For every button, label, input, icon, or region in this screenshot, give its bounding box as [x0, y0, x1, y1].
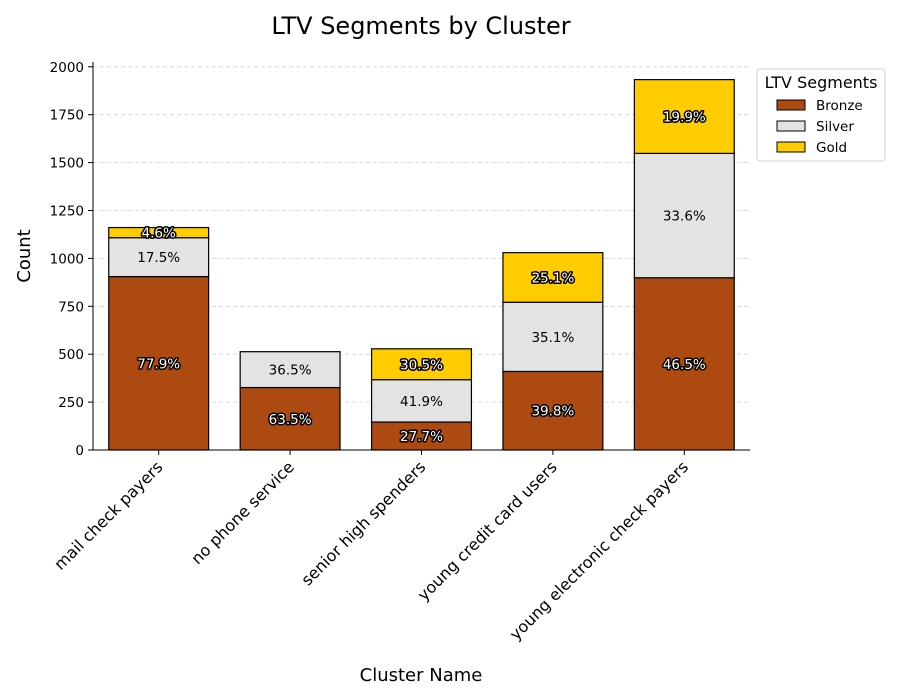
legend-label-bronze: Bronze: [816, 98, 863, 114]
x-tick-label: senior high spenders: [297, 457, 429, 589]
bar-bronze-2: [370, 421, 473, 451]
data-label-halo: 30.5%: [400, 357, 443, 373]
data-label-halo: 46.5%: [663, 357, 706, 373]
data-labels: 77.9%77.9%17.5%4.6%4.6%63.5%63.5%36.5%27…: [136, 108, 708, 447]
data-label-gold-4: 19.9%: [663, 110, 706, 126]
data-label-halo: 63.5%: [269, 412, 312, 428]
x-tick-label: mail check payers: [50, 457, 166, 573]
bars: [108, 79, 735, 451]
data-label-halo: 4.6%: [142, 226, 176, 242]
bar-silver-2: [370, 379, 473, 423]
data-label-bronze-0: 77.9%: [137, 356, 180, 372]
data-label-halo: 19.9%: [663, 110, 706, 126]
legend-swatch-silver: [776, 120, 806, 132]
bar-gold-0: [108, 226, 210, 239]
y-tick-label: 1000: [50, 251, 84, 267]
bar-silver-4: [633, 152, 735, 279]
data-label-silver-4: 33.6%: [663, 209, 706, 225]
legend-items: Bronze Silver Gold: [776, 98, 863, 156]
chart-title: LTV Segments by Cluster: [271, 12, 570, 40]
data-label-silver-1: 36.5%: [269, 363, 312, 379]
bar-gold-3: [502, 252, 604, 303]
legend: LTV Segments Bronze Silver Gold: [756, 68, 886, 162]
y-tick-label: 250: [58, 395, 84, 411]
x-tick-label: young credit card users: [414, 457, 561, 604]
legend-label-gold: Gold: [816, 140, 847, 156]
data-label-silver-3: 35.1%: [531, 330, 574, 346]
bar-bronze-0: [108, 275, 210, 451]
data-label-halo: 27.7%: [400, 429, 443, 445]
legend-swatch-gold: [776, 141, 806, 153]
data-label-bronze-2: 27.7%: [400, 429, 443, 445]
bar-bronze-1: [239, 386, 341, 451]
legend-title: LTV Segments: [765, 73, 878, 92]
y-axis-label: Count: [14, 229, 35, 282]
data-label-halo: 39.8%: [531, 404, 574, 420]
bar-silver-3: [502, 301, 604, 373]
data-label-gold-0: 4.6%: [142, 226, 176, 242]
legend-label-silver: Silver: [816, 119, 854, 135]
data-label-halo: 25.1%: [531, 270, 574, 286]
y-tick-label: 1250: [50, 203, 84, 219]
data-label-bronze-3: 39.8%: [531, 404, 574, 420]
bar-silver-0: [108, 237, 210, 278]
bar-silver-1: [239, 351, 341, 389]
y-tick-label: 1750: [50, 108, 84, 124]
y-tick-label: 500: [58, 347, 84, 363]
y-tick-label: 0: [75, 443, 84, 459]
y-tick-label: 1500: [50, 156, 84, 172]
legend-frame: [756, 68, 886, 162]
legend-swatch-bronze: [776, 99, 806, 111]
bar-bronze-4: [633, 277, 735, 451]
data-label-bronze-1: 63.5%: [269, 412, 312, 428]
x-axis-ticks: mail check payers no phone service senior …: [50, 450, 692, 644]
bar-gold-4: [633, 79, 735, 154]
y-tick-label: 2000: [50, 60, 84, 76]
x-tick-label: no phone service: [187, 457, 298, 568]
data-label-silver-0: 17.5%: [137, 250, 180, 266]
data-label-bronze-4: 46.5%: [663, 357, 706, 373]
bar-gold-2: [370, 348, 473, 381]
y-axis-ticks: 0 250 500 750 1000 1250 1500 1750 2000: [50, 60, 93, 459]
data-label-silver-2: 41.9%: [400, 394, 443, 410]
data-label-gold-3: 25.1%: [531, 270, 574, 286]
data-label-gold-2: 30.5%: [400, 357, 443, 373]
data-label-halo: 77.9%: [137, 356, 180, 372]
y-tick-label: 750: [58, 299, 84, 315]
x-axis-label: Cluster Name: [360, 665, 483, 686]
